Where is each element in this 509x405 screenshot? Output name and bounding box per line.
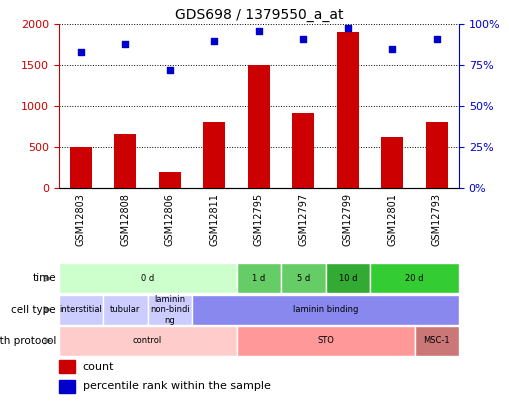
Text: 5 d: 5 d (296, 274, 309, 283)
Text: count: count (82, 362, 114, 372)
Point (77, 49, 85, 55)
Bar (414, 326, 458, 356)
Bar (247, 65, 269, 188)
Text: 0 d: 0 d (140, 274, 154, 283)
Point (432, 36, 440, 42)
Point (210, 37, 218, 44)
Bar (203, 122, 225, 188)
Text: MSC-1: MSC-1 (422, 336, 449, 345)
Bar (59, 326, 236, 356)
Bar (59, 295, 103, 324)
Bar (70, 147, 92, 188)
Bar (103, 295, 147, 324)
Point (121, 40, 129, 47)
Point (299, 36, 307, 42)
Text: cell type: cell type (11, 305, 56, 315)
Text: STO: STO (317, 336, 333, 345)
Text: percentile rank within the sample: percentile rank within the sample (82, 382, 270, 391)
Point (343, 24, 351, 31)
Bar (236, 264, 280, 293)
Text: tubular: tubular (110, 305, 140, 314)
Point (165, 67, 174, 73)
Text: laminin binding: laminin binding (292, 305, 357, 314)
Bar (325, 264, 370, 293)
Point (387, 46, 395, 52)
Point (254, 28, 263, 34)
Text: 1 d: 1 d (252, 274, 265, 283)
Text: time: time (33, 273, 56, 283)
Bar (59, 264, 236, 293)
Bar (292, 113, 314, 188)
Bar (59, 360, 74, 373)
Bar (380, 137, 403, 188)
Text: 20 d: 20 d (405, 274, 423, 283)
Bar (147, 295, 192, 324)
Text: control: control (133, 336, 162, 345)
Bar (336, 32, 358, 188)
Text: growth protocol: growth protocol (0, 336, 56, 346)
Title: GDS698 / 1379550_a_at: GDS698 / 1379550_a_at (174, 8, 343, 22)
Bar (192, 295, 458, 324)
Bar (114, 134, 136, 188)
Bar (425, 122, 447, 188)
Bar (59, 380, 74, 393)
Text: laminin
non-bindi
ng: laminin non-bindi ng (150, 295, 189, 324)
Bar (370, 264, 458, 293)
Bar (158, 172, 181, 188)
Text: interstitial: interstitial (60, 305, 102, 314)
Bar (280, 264, 325, 293)
Bar (236, 326, 414, 356)
Text: 10 d: 10 d (338, 274, 356, 283)
